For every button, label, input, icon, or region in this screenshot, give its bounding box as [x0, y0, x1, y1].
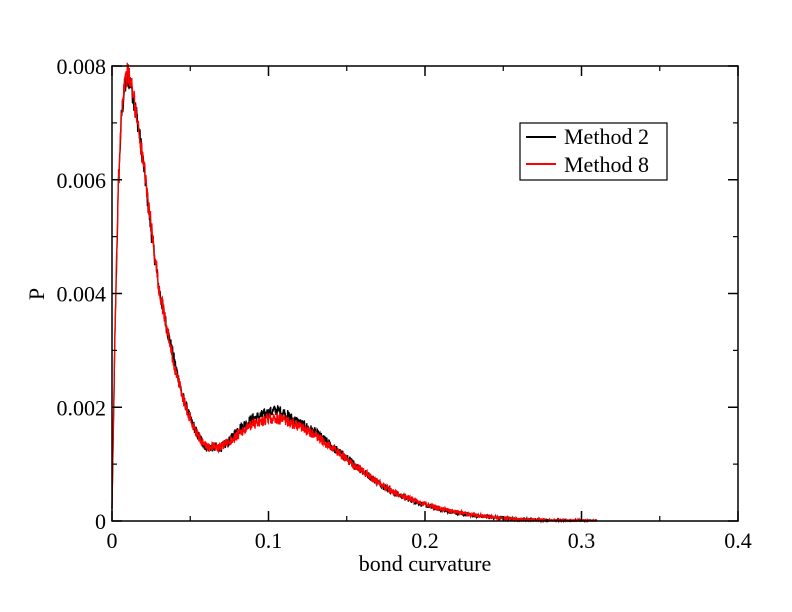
x-tick-label: 0.4 — [724, 528, 752, 553]
series-layer — [111, 62, 598, 524]
ticks-layer: 0 0.1 0.2 0.3 0.4 0 0.002 0.004 0.006 0.008 — [57, 54, 752, 553]
x-axis-title: bond curvature — [359, 551, 492, 576]
y-tick-label: 0.002 — [57, 395, 107, 420]
legend: Method 2 Method 8 — [519, 122, 668, 181]
x-tick-label: 0.3 — [568, 528, 596, 553]
y-tick-label: 0.006 — [57, 168, 107, 193]
x-tick-label: 0.2 — [411, 528, 439, 553]
legend-label-method-2: Method 2 — [564, 124, 649, 149]
series-line-method-8 — [111, 62, 598, 524]
y-axis-title: P — [24, 288, 49, 300]
legend-box — [519, 122, 668, 181]
y-tick-label: 0.008 — [57, 54, 107, 79]
y-tick-label: 0.004 — [57, 282, 107, 307]
plot-frame — [111, 65, 739, 522]
x-tick-label: 0 — [107, 528, 118, 553]
legend-label-method-8: Method 8 — [564, 152, 649, 177]
x-tick-label: 0.1 — [255, 528, 283, 553]
y-tick-label: 0 — [95, 509, 106, 534]
